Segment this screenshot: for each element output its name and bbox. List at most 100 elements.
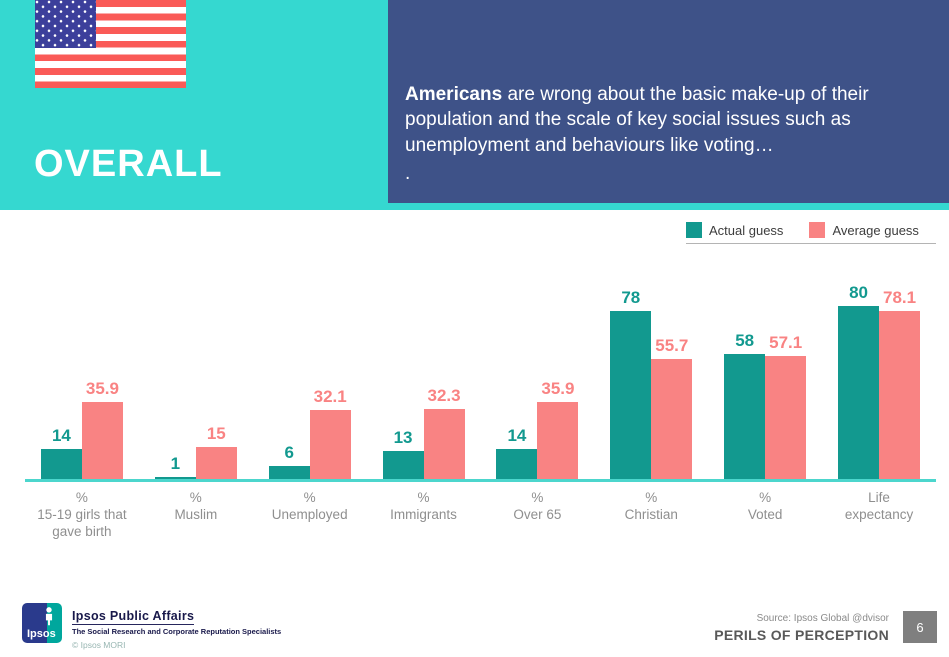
bar-value-label: 14 xyxy=(51,425,71,445)
category-label: % Christian xyxy=(624,490,678,522)
bar xyxy=(765,355,807,479)
bar-group: 14 35.9 xyxy=(481,379,595,479)
category-label: % Voted xyxy=(747,490,783,522)
bar-value-label: 35.9 xyxy=(541,378,575,398)
bar-value-label: 13 xyxy=(393,427,413,447)
callout-rest: are wrong about the basic make-up of the… xyxy=(405,84,869,156)
bar xyxy=(838,306,880,479)
average-guess-swatch-icon xyxy=(809,222,826,238)
deck-title: PERILS OF PERCEPTION xyxy=(714,627,889,643)
bar-value-label: 14 xyxy=(507,425,527,445)
footer: Ipsos Ipsos Public Affairs The Social Re… xyxy=(0,603,949,650)
bar-group: 6 32.1 xyxy=(253,387,367,479)
bar-value-label: 32.1 xyxy=(313,386,347,406)
category-label: % Muslim xyxy=(174,490,218,522)
bar xyxy=(195,446,237,479)
bar-column: 35.9 xyxy=(81,378,123,479)
legend-label: Actual guess xyxy=(709,222,784,238)
ipsos-logo: Ipsos xyxy=(22,603,62,643)
copyright: © Ipsos MORI xyxy=(72,640,126,650)
legend-row: Actual guess Average guess xyxy=(686,222,936,238)
chart-bars-row: 14 35.9 1 15 6 32.1 13 32.3 14 35.9 78 55.7 58 57.1 80… xyxy=(25,278,936,479)
legend-item-average: Average guess xyxy=(809,222,919,238)
org-tagline: The Social Research and Corporate Reputa… xyxy=(72,627,282,636)
footer-branding: Ipsos Ipsos Public Affairs The Social Re… xyxy=(22,603,281,650)
bar-column: 78.1 xyxy=(879,287,921,479)
chart-legend: Actual guess Average guess xyxy=(686,222,936,244)
bar-column: 58 xyxy=(724,330,766,479)
bar-group: 78 55.7 xyxy=(594,288,708,479)
category-label: % Immigrants xyxy=(390,490,457,522)
bar xyxy=(610,310,652,479)
footer-meta: Source: Ipsos Global @dvisor PERILS OF P… xyxy=(714,603,937,643)
bar xyxy=(496,448,538,479)
callout-box: Americans are wrong about the basic make… xyxy=(388,0,949,203)
bar xyxy=(879,310,921,479)
bar-group: 58 57.1 xyxy=(708,331,822,479)
bar xyxy=(309,409,351,479)
bar-column: 14 xyxy=(496,425,538,479)
org-block: Ipsos Public Affairs The Social Research… xyxy=(72,603,281,650)
category-label: % Unemployed xyxy=(271,490,348,522)
bar-group: 13 32.3 xyxy=(367,386,481,479)
callout-trailing-period: . xyxy=(405,162,411,184)
category-label: % Over 65 xyxy=(513,490,562,522)
bar-column: 35.9 xyxy=(537,378,579,479)
section-label: OVERALL xyxy=(34,143,223,185)
legend-divider xyxy=(686,243,936,244)
bar-value-label: 58 xyxy=(735,330,755,350)
bar-column: 14 xyxy=(40,425,82,479)
bar xyxy=(651,358,693,479)
bar xyxy=(724,353,766,479)
bar-group: 80 78.1 xyxy=(822,283,936,479)
page-number-badge: 6 xyxy=(903,611,937,643)
bar xyxy=(40,448,82,479)
bar-column: 15 xyxy=(195,423,237,479)
bar-column: 1 xyxy=(154,453,196,479)
category-label: Life expectancy xyxy=(844,490,914,522)
bar-value-label: 78.1 xyxy=(883,287,917,307)
footer-right-text: Source: Ipsos Global @dvisor PERILS OF P… xyxy=(714,603,889,643)
bar-column: 80 xyxy=(838,283,880,479)
person-icon xyxy=(42,606,56,631)
header-band: OVERALL Americans are wrong about the ba… xyxy=(0,0,949,210)
org-name: Ipsos Public Affairs xyxy=(72,609,195,625)
logo-wordmark: Ipsos xyxy=(27,628,56,640)
x-axis-line xyxy=(25,479,936,482)
flag-canton xyxy=(35,0,96,48)
bar-chart: 14 35.9 1 15 6 32.1 13 32.3 14 35.9 78 55.7 58 57.1 80… xyxy=(25,278,936,540)
bar-value-label: 80 xyxy=(849,283,869,303)
bar-column: 32.1 xyxy=(309,386,351,479)
bar-column: 32.3 xyxy=(423,386,465,479)
bar xyxy=(154,476,196,479)
bar-column: 78 xyxy=(610,287,652,479)
bar-value-label: 1 xyxy=(170,453,181,473)
bar-value-label: 15 xyxy=(206,423,226,443)
actual-guess-swatch-icon xyxy=(686,222,702,238)
bar-column: 6 xyxy=(268,443,310,479)
callout-lead: Americans xyxy=(405,84,503,105)
chart-categories-row: % 15-19 girls that gave birth % Muslim % U… xyxy=(25,489,936,540)
bar-value-label: 57.1 xyxy=(769,332,803,352)
bar-value-label: 35.9 xyxy=(85,378,119,398)
bar-column: 57.1 xyxy=(765,332,807,479)
bar-value-label: 78 xyxy=(621,287,641,307)
bar-value-label: 32.3 xyxy=(427,386,461,406)
bar-value-label: 6 xyxy=(284,443,294,463)
bar-group: 1 15 xyxy=(139,424,253,479)
bar xyxy=(268,466,310,479)
bar-value-label: 55.7 xyxy=(655,335,689,355)
bar xyxy=(382,450,424,479)
bar xyxy=(537,401,579,479)
callout-text: Americans are wrong about the basic make… xyxy=(405,82,899,158)
us-flag-icon xyxy=(35,0,186,88)
bar-column: 13 xyxy=(382,427,424,479)
bar-column: 55.7 xyxy=(651,335,693,479)
bar xyxy=(81,401,123,479)
legend-label: Average guess xyxy=(832,222,919,238)
legend-item-actual: Actual guess xyxy=(686,222,783,238)
bar-group: 14 35.9 xyxy=(25,379,139,479)
bar xyxy=(423,409,465,479)
source-note: Source: Ipsos Global @dvisor xyxy=(756,613,889,624)
